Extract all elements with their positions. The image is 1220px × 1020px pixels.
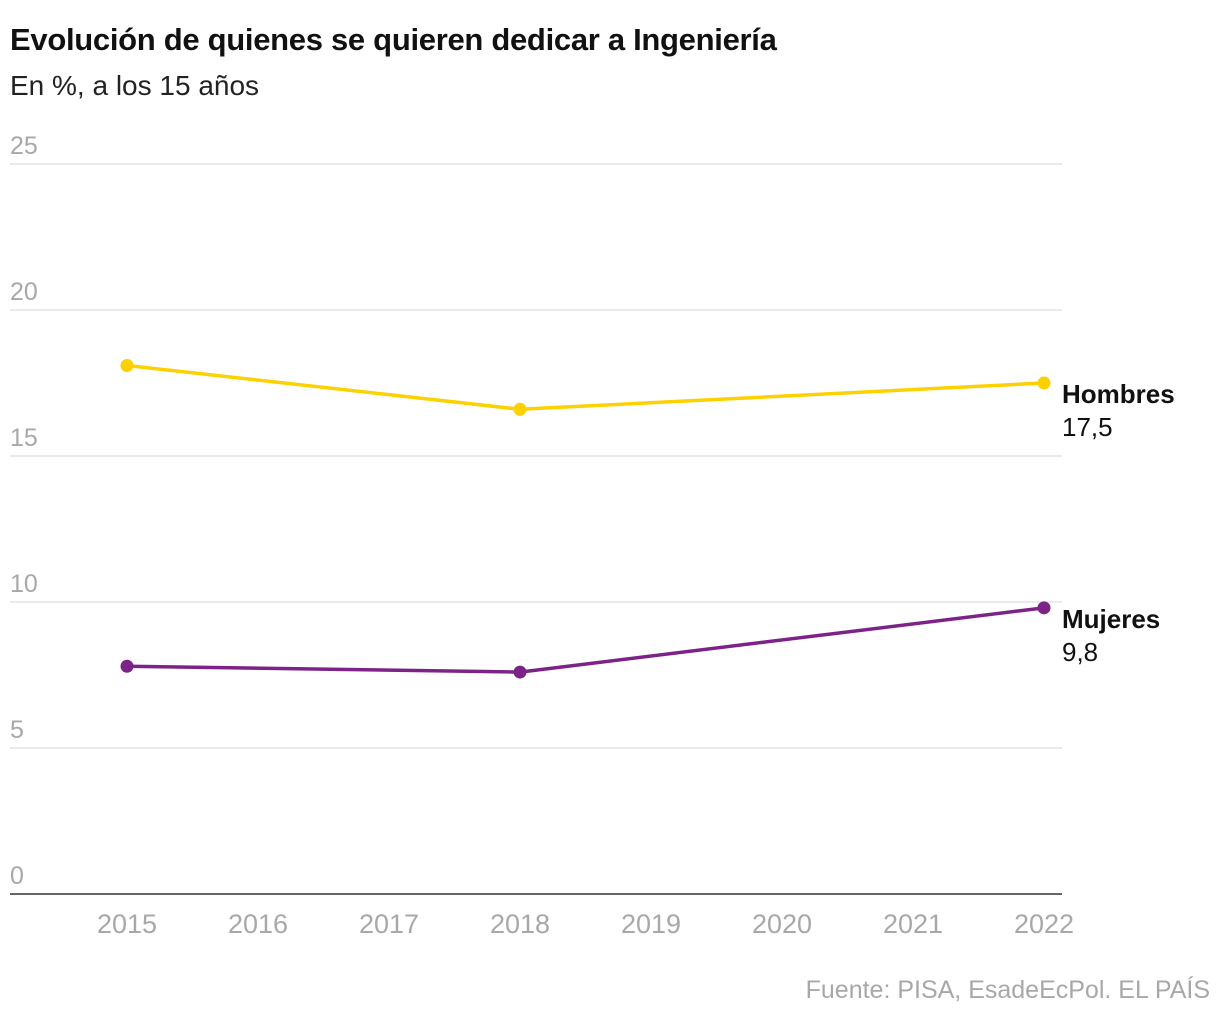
series-name-label-hombres: Hombres: [1062, 379, 1175, 409]
data-point-mujeres: [513, 665, 527, 679]
x-tick-label: 2022: [1014, 909, 1074, 939]
series-value-label-hombres: 17,5: [1062, 412, 1113, 442]
source-note: Fuente: PISA, EsadeEcPol. EL PAÍS: [805, 976, 1210, 1004]
x-tick-label: 2019: [621, 909, 681, 939]
series-line-hombres: [125, 363, 1046, 412]
series-value-label-mujeres: 9,8: [1062, 637, 1098, 667]
x-axis: 2015 2016 2017 2018 2019 2020 2021 2022: [97, 909, 1074, 939]
series-lines: [120, 358, 1051, 679]
y-tick-label: 0: [10, 862, 24, 890]
series-name-label-mujeres: Mujeres: [1062, 604, 1160, 634]
y-tick-label: 20: [10, 278, 38, 306]
data-point-mujeres: [1037, 601, 1051, 615]
y-tick-label: 15: [10, 424, 38, 452]
data-point-hombres: [1037, 376, 1051, 390]
series-line-mujeres: [125, 606, 1046, 674]
y-tick-label: 5: [10, 716, 24, 744]
data-point-hombres: [120, 358, 134, 372]
y-axis: 0 5 10 15 20 25: [10, 132, 38, 890]
y-tick-label: 10: [10, 570, 38, 598]
x-tick-label: 2017: [359, 909, 419, 939]
chart-title: Evolución de quienes se quieren dedicar …: [10, 22, 777, 57]
chart-subtitle: En %, a los 15 años: [10, 70, 260, 101]
x-tick-label: 2016: [228, 909, 288, 939]
x-tick-label: 2021: [883, 909, 943, 939]
data-point-hombres: [513, 402, 527, 416]
x-tick-label: 2015: [97, 909, 157, 939]
y-tick-label: 25: [10, 132, 38, 160]
data-point-mujeres: [120, 659, 134, 673]
gridlines: [10, 163, 1062, 895]
x-tick-label: 2020: [752, 909, 812, 939]
x-tick-label: 2018: [490, 909, 550, 939]
